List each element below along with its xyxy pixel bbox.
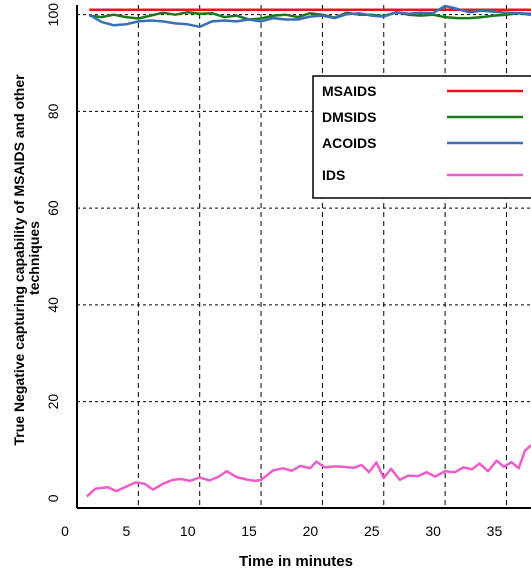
- x-tick-label: 5: [122, 523, 130, 539]
- legend-label-acoids: ACOIDS: [322, 135, 376, 151]
- y-axis-label-line2: techniques: [26, 221, 42, 295]
- x-tick-label: 10: [180, 523, 196, 539]
- legend-label-ids: IDS: [322, 167, 345, 183]
- y-tick-label: 80: [45, 103, 61, 119]
- y-tick-label: 0: [45, 494, 61, 502]
- y-tick-label: 40: [45, 297, 61, 313]
- y-tick-label: 20: [45, 394, 61, 410]
- x-tick-label: 30: [425, 523, 441, 539]
- legend: MSAIDS DMSIDS ACOIDS IDS: [313, 76, 531, 198]
- legend-label-msaids: MSAIDS: [322, 83, 376, 99]
- y-axis-label-line1: True Negative capturing capability of MS…: [11, 74, 27, 446]
- x-tick-label: 25: [364, 523, 380, 539]
- y-tick-label: 60: [45, 200, 61, 216]
- legend-label-dmsids: DMSIDS: [322, 109, 376, 125]
- x-tick-label: 35: [487, 523, 503, 539]
- x-tick-label: 15: [241, 523, 257, 539]
- x-tick-label: 0: [61, 523, 69, 539]
- x-axis-label: Time in minutes: [239, 553, 353, 570]
- x-tick-label: 20: [303, 523, 319, 539]
- y-tick-label: 100: [45, 3, 61, 27]
